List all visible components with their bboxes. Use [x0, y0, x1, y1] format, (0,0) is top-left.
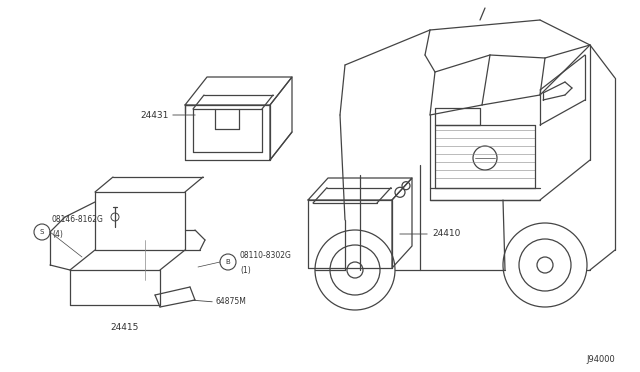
Text: J94000: J94000	[586, 356, 615, 365]
Text: B: B	[226, 259, 230, 265]
Text: 24415: 24415	[110, 324, 138, 333]
Text: 24410: 24410	[432, 230, 460, 238]
Text: S: S	[40, 229, 44, 235]
Text: 24431: 24431	[140, 110, 168, 119]
Text: 08110-8302G: 08110-8302G	[240, 251, 292, 260]
Text: (1): (1)	[240, 266, 251, 275]
Text: 64875M: 64875M	[215, 298, 246, 307]
Text: 08146-8162G: 08146-8162G	[52, 215, 104, 224]
Text: (4): (4)	[52, 230, 63, 238]
